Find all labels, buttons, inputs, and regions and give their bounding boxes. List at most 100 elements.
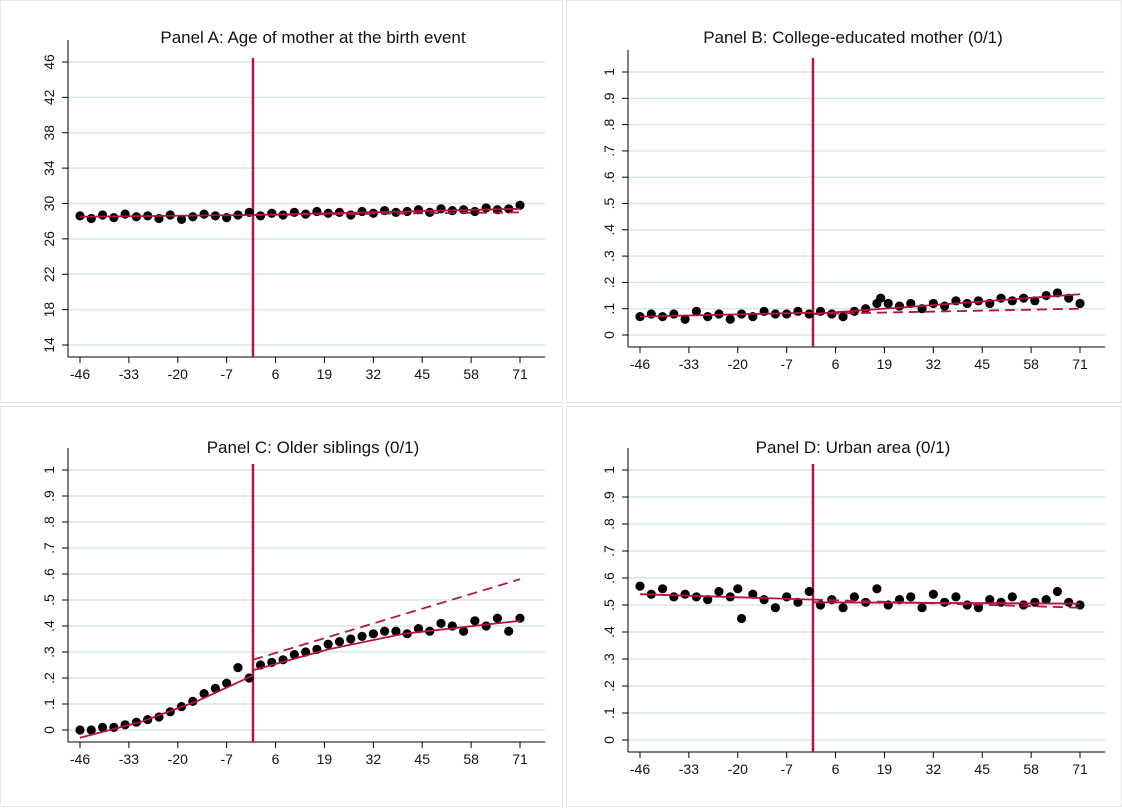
panel-c-xtick-label: -20 [168,751,188,767]
panel-a-point [97,210,108,220]
panel-b-ytick-label: .4 [601,224,617,236]
panel-b-xtick-label: 32 [926,356,942,372]
panel-a-xtick-label: -33 [119,366,139,382]
panel-b-point [894,301,905,311]
panel-a-ytick-label: 34 [41,160,57,176]
panel-a-point [436,204,446,214]
panel-a-frame [0,0,563,403]
panel-b-ytick-label: .5 [601,197,617,209]
panel-c-ytick-label: .6 [41,568,57,580]
panel-c-xtick-label: -33 [119,751,139,767]
panel-d-point [691,592,702,602]
panel-d-extrapolation-line [812,598,1081,609]
panel-c-point [492,613,503,623]
panel-d-point [733,584,743,594]
panel-b-ytick-label: .6 [601,171,617,183]
panel-d-point [714,586,724,597]
panel-b-point [680,314,690,324]
panel-b-xtick-label: 6 [832,356,840,372]
panel-a-title: Panel A: Age of mother at the birth even… [160,28,466,47]
panel-b-point [1075,298,1085,309]
panel-d-ytick-label: .3 [601,653,617,665]
panel-c-xtick-label: 71 [512,751,528,767]
panel-b-point [928,298,938,309]
panel-d-xtick-label: -20 [728,761,748,777]
panel-b-point [838,311,848,322]
panel-d-point [770,603,780,613]
panel-c-ytick-label: .5 [41,594,57,606]
panel-a-point [86,213,96,224]
panel-d-point [951,592,961,602]
panel-c-point [413,624,424,634]
panel-c-point [357,631,367,642]
panel-c-point [380,626,390,636]
panel-b-fit-line [639,311,814,318]
panel-c-xtick-label: 32 [366,751,382,767]
panel-c-ytick-label: .9 [41,490,57,502]
panel-c-extrapolation-line [252,578,521,661]
panel-a-point [120,209,130,219]
panel-c-xtick-label: 6 [272,751,280,767]
panel-d-ytick-label: .7 [601,545,617,557]
panel-d-point [782,592,792,602]
panel-d-point [838,603,848,613]
panel-c-xtick-label: -7 [220,751,233,767]
panel-d-xtick-label: 45 [974,761,990,777]
panel-b-fit-line [812,293,1081,315]
panel-b-xtick-label: -46 [630,356,650,372]
panel-c-point [75,725,85,735]
panel-a-ytick-label: 46 [41,54,57,70]
panel-d-point [849,592,859,602]
panel-b-ytick-label: .1 [601,303,617,315]
panel-d-xtick-label: -46 [630,761,650,777]
panel-b-ytick-label: .9 [601,92,617,104]
panel-a-ytick-label: 42 [41,89,57,105]
panel-d-ytick-label: .8 [601,518,617,530]
panel-a-point [176,214,187,225]
panel-d: Panel D: Urban area (0/1) 0 .1 .2 .3 .4 .5 .6 .7… [566,406,1122,807]
panel-a-xtick-label: 19 [317,366,333,382]
panel-c-ytick-label: .8 [41,516,57,528]
panel-b-point [876,293,886,303]
panel-c-ytick-label: .1 [41,698,57,710]
panel-d-point [1064,597,1074,607]
panel-c-point [458,626,469,636]
panel-b-point [725,314,735,324]
panel-c-point [233,663,243,673]
panel-a-xtick-label: -20 [168,366,188,382]
panel-d-xtick-label: -7 [780,761,793,777]
panel-a-xtick-label: 71 [512,366,528,382]
panel-b-frame [566,0,1122,403]
panel-d-fit-line [639,593,814,601]
panel-d-xtick-label: 6 [832,761,840,777]
panel-b-point [973,296,984,306]
panel-d-point [985,595,995,605]
panel-d-point [928,589,938,599]
panel-a-point [255,211,266,221]
panel-c-ytick-label: .2 [41,672,57,684]
panel-b-ytick-label: .8 [601,119,617,131]
panel-d-point [917,603,927,613]
panel-d-point [703,595,713,605]
panel-c-xtick-label: -46 [70,751,90,767]
panel-b-xtick-label: 58 [1023,356,1039,372]
panel-b-ytick-label: .2 [601,276,617,288]
panel-c-fit-line [79,674,254,739]
panel-a-ytick-label: 26 [41,231,57,247]
panel-c-title: Panel C: Older siblings (0/1) [207,438,420,457]
panel-d-point [748,589,758,599]
panel-d-ytick-label: .1 [601,707,617,719]
panel-b-point [669,309,679,319]
panel-d-ytick-label: 1 [601,466,617,474]
panel-a: Panel A: Age of mother at the birth even… [0,0,563,403]
panel-a-xtick-label: 58 [463,366,479,382]
panel-b-xtick-label: -20 [728,356,748,372]
panel-d-ytick-label: .4 [601,626,617,638]
panel-a-xtick-label: -7 [220,366,233,382]
panel-a-ytick-label: 14 [41,337,57,353]
panel-a-xtick-label: 6 [272,366,280,382]
panel-d-point [635,581,645,591]
panel-d-ytick-label: 0 [601,736,617,744]
panel-d-xtick-label: 71 [1072,761,1088,777]
panel-c-xtick-label: 58 [463,751,479,767]
